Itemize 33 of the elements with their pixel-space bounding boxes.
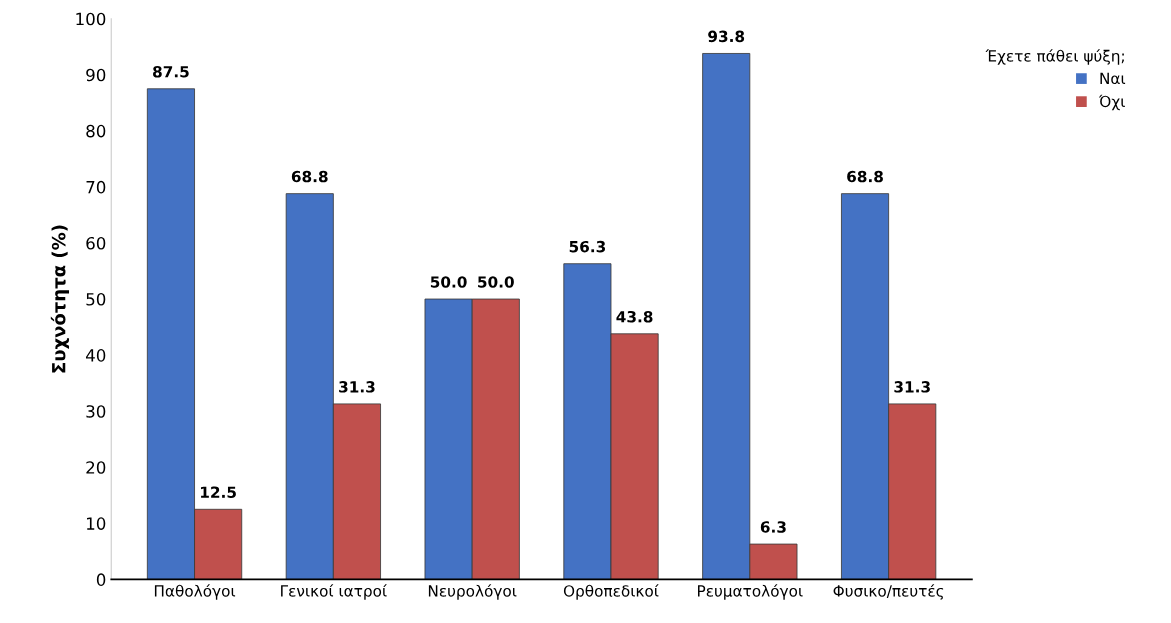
y-tick-label: 60 — [86, 236, 106, 250]
data-label: 68.8 — [847, 170, 883, 183]
x-tick-label: Νευρολόγοι — [428, 584, 517, 600]
y-tick-label: 10 — [87, 517, 106, 530]
x-tick-label: Φυσικο/πευτές — [833, 584, 944, 600]
y-tick-label: 20 — [86, 461, 106, 474]
legend-label: Όχι — [1098, 94, 1125, 111]
y-tick-label: 70 — [86, 180, 106, 194]
data-label: 6.3 — [760, 521, 786, 533]
y-tick-label: 90 — [86, 68, 106, 82]
data-label: 93.8 — [708, 30, 745, 43]
data-label: 68.8 — [291, 170, 328, 183]
x-tick-label: Γενικοί ιατροί — [281, 584, 387, 600]
data-label: 56.3 — [569, 240, 606, 253]
y-tick-label: 40 — [85, 349, 106, 362]
data-label: 43.8 — [616, 310, 653, 323]
y-axis-title: Συχνότητα (%) — [50, 225, 70, 373]
legend-title: Έχετε πάθει ψύξη; — [985, 49, 1124, 65]
legend-label: Ναι — [1100, 72, 1126, 85]
x-tick-label: Ρευματολόγοι — [698, 584, 803, 600]
data-label: 50.0 — [430, 276, 467, 288]
x-tick-label: Ορθοπεδικοί — [563, 584, 659, 600]
y-tick-label: 30 — [86, 405, 106, 418]
x-tick-label: Παθολόγοι — [154, 584, 236, 600]
data-label: 31.3 — [339, 381, 375, 393]
data-label: 87.5 — [153, 65, 189, 78]
data-label: 50.0 — [478, 276, 514, 288]
y-tick-label: 0 — [96, 573, 106, 586]
data-label: 31.3 — [894, 381, 930, 393]
data-label: 12.5 — [201, 486, 236, 499]
y-tick-label: 80 — [86, 124, 106, 138]
y-tick-label: 50 — [86, 293, 106, 306]
y-tick-label: 100 — [76, 12, 106, 26]
